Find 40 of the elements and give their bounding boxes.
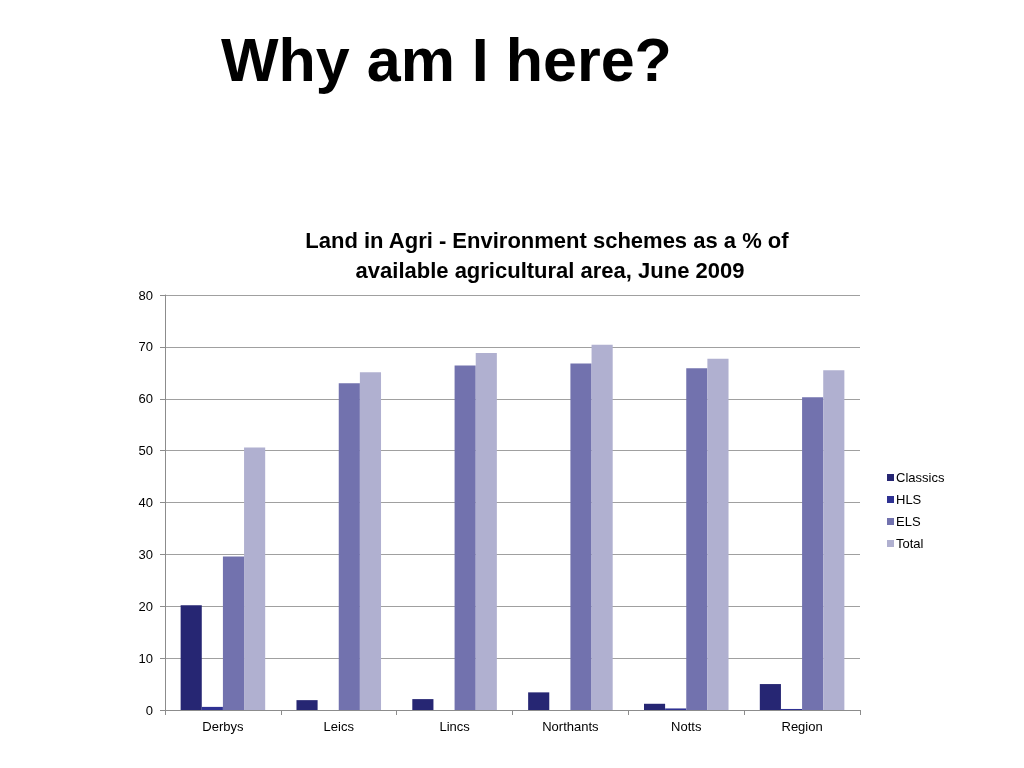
y-tick-label: 50 [138,443,153,459]
legend-label: ELS [896,514,921,529]
x-tick-label: Northants [542,719,600,734]
y-tick-label: 10 [138,650,153,666]
y-tick-label: 40 [138,495,153,510]
bar [686,368,708,710]
bar [802,397,824,710]
bar [222,556,245,710]
y-tick-label: 70 [138,339,153,355]
bar [454,365,476,710]
bar [643,703,666,710]
legend-label: Classics [896,470,945,485]
bar [707,358,729,710]
legend-label: HLS [896,492,922,507]
chart-title: Why am I here? [221,25,672,94]
legend-label: Total [896,536,924,551]
bar [296,700,318,710]
bar [823,370,845,710]
bar [591,344,613,710]
bar [338,383,360,710]
bar [359,372,382,710]
x-tick-label: Notts [671,719,702,734]
x-tick-label: Lincs [439,719,471,734]
y-tick-label: 30 [138,546,153,562]
x-tick-label: Derbys [202,719,244,734]
bar [528,692,550,710]
y-tick-label: 60 [138,391,153,407]
x-tick-label: Leics [323,719,355,734]
bar [475,353,497,710]
bar [201,706,223,710]
bar [570,363,592,710]
bar [244,447,266,710]
y-tick-label: 20 [138,598,153,614]
y-tick-label: 80 [138,287,153,303]
bar [759,684,781,710]
bar [180,605,202,710]
chart-subtitle: Land in Agri - Environment schemes as a % of available agricultural area, June 2009 [305,227,795,283]
y-tick-label: 0 [145,702,153,718]
x-tick-label: Region [781,719,823,734]
bar [412,699,434,710]
